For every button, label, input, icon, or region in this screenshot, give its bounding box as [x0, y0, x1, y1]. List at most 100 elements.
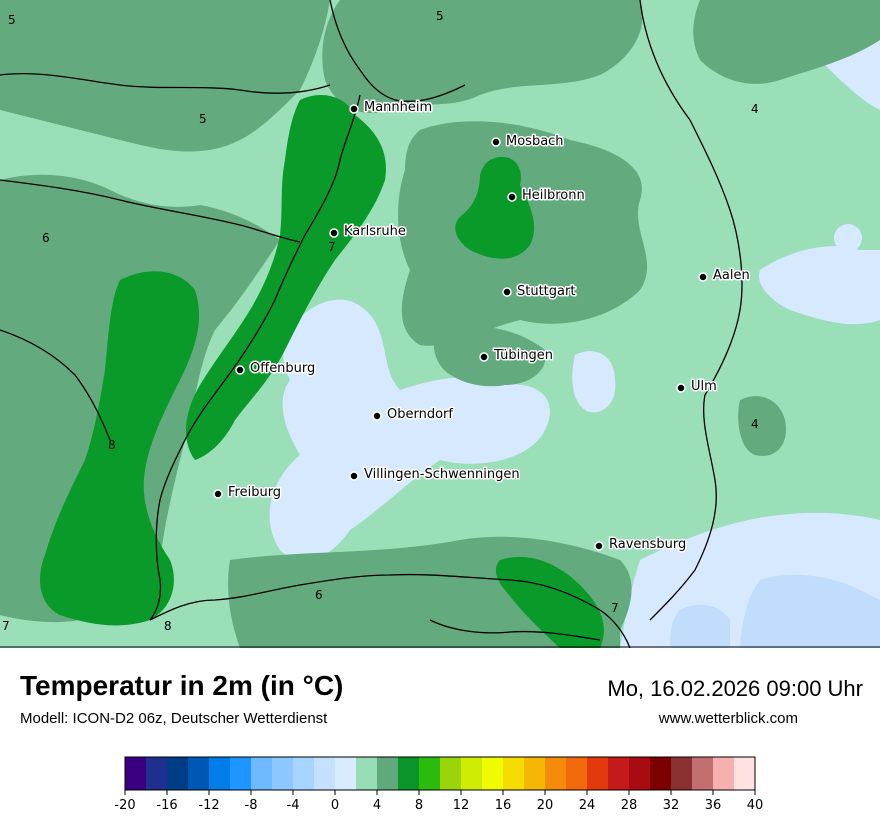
city-label: Oberndorf — [387, 407, 453, 422]
map-footer: Temperatur in 2m (in °C) Modell: ICON-D2… — [0, 648, 880, 830]
city-ravensburg[interactable]: Ravensburg — [594, 536, 688, 554]
legend-tick-label: -12 — [198, 798, 219, 813]
city-stuttgart[interactable]: Stuttgart — [502, 283, 577, 301]
city-label: Freiburg — [228, 485, 281, 500]
border-switzerland — [149, 573, 631, 648]
mild-region-north — [322, 0, 643, 114]
legend-tick-label: 8 — [415, 798, 423, 813]
isoline-label: 7 — [328, 240, 336, 254]
mild-region-east — [693, 0, 880, 84]
isoline-label: 4 — [751, 417, 759, 431]
city-marker — [502, 287, 512, 297]
city-marker — [213, 489, 223, 499]
legend-swatch — [167, 757, 189, 790]
city-mannheim[interactable]: Mannheim — [349, 99, 434, 117]
legend-swatch — [272, 757, 294, 790]
warm-region-bodensee — [495, 556, 604, 648]
city-marker — [349, 471, 359, 481]
cold-region-east — [759, 246, 880, 325]
isoline-label: 6 — [42, 231, 50, 245]
legend-tick-label: 0 — [331, 798, 339, 813]
color-legend-svg: -20 -16 -12 -8 -4 0 4 8 12 16 20 24 28 32 36 40 — [114, 756, 764, 813]
city-label: Villingen-Schwenningen — [364, 467, 520, 482]
legend-swatch — [377, 757, 399, 790]
isoline-labels: 5 5 4 5 6 7 8 4 6 7 7 8 — [2, 9, 759, 633]
legend-swatch — [692, 757, 714, 790]
city-marker — [349, 104, 359, 114]
border-palatinate — [0, 73, 331, 94]
isoline-label: 5 — [436, 9, 444, 23]
legend-swatch — [545, 757, 567, 790]
city-oberndorf[interactable]: Oberndorf — [372, 406, 455, 424]
legend-tick-label: 36 — [705, 798, 722, 813]
legend-swatch — [419, 757, 441, 790]
legend-swatch — [251, 757, 273, 790]
cold-spot — [834, 224, 862, 252]
border-rhine-france — [149, 94, 361, 621]
legend-tick-label: -16 — [156, 798, 177, 813]
city-marker — [594, 541, 604, 551]
legend-swatch — [125, 757, 147, 790]
legend-frame — [124, 756, 756, 791]
isoline-label: 7 — [2, 619, 10, 633]
legend-tick-label: 28 — [621, 798, 638, 813]
legend-swatch — [482, 757, 504, 790]
legend-tick-label: -20 — [114, 798, 135, 813]
city-mosbach[interactable]: Mosbach — [491, 133, 565, 151]
color-legend: -20 -16 -12 -8 -4 0 4 8 12 16 20 24 28 32 36 40 — [110, 752, 770, 822]
mild-region-northwest — [0, 0, 330, 152]
legend-tick-label: 20 — [537, 798, 554, 813]
isoline-label: 5 — [8, 13, 16, 27]
isoline-label: 8 — [108, 438, 116, 452]
city-label: Ravensburg — [609, 537, 686, 552]
city-marker — [372, 411, 382, 421]
city-villingen-schwenningen[interactable]: Villingen-Schwenningen — [349, 466, 521, 484]
city-label: Mannheim — [364, 100, 432, 115]
legend-swatch — [461, 757, 483, 790]
city-label: Heilbronn — [522, 188, 585, 203]
legend-swatch — [587, 757, 609, 790]
borders — [0, 0, 743, 648]
city-ulm[interactable]: Ulm — [676, 378, 718, 396]
legend-swatch — [440, 757, 462, 790]
city-freiburg[interactable]: Freiburg — [213, 484, 283, 502]
legend-swatch — [398, 757, 420, 790]
city-label: Tübingen — [493, 348, 553, 363]
border-hesse — [329, 0, 466, 102]
warm-region-rhine-south — [40, 271, 200, 626]
legend-tick-label: -8 — [245, 798, 258, 813]
website-link[interactable]: www.wetterblick.com — [658, 710, 798, 727]
legend-swatch — [650, 757, 672, 790]
mild-region-tuebingen — [434, 326, 546, 387]
warm-region-heilbronn — [455, 156, 535, 259]
city-label: Aalen — [713, 268, 750, 283]
city-heilbronn[interactable]: Heilbronn — [507, 187, 586, 205]
border-lorraine — [0, 329, 111, 441]
mild-region-ulm — [738, 396, 786, 456]
legend-swatch — [230, 757, 252, 790]
legend-swatch — [146, 757, 168, 790]
cold-spot — [296, 336, 324, 364]
legend-swatch — [209, 757, 231, 790]
city-marker — [507, 192, 517, 202]
legend-swatch — [608, 757, 630, 790]
city-offenburg[interactable]: Offenburg — [235, 360, 317, 378]
model-info: Modell: ICON-D2 06z, Deutscher Wetterdie… — [20, 710, 328, 727]
isoline-label: 5 — [199, 112, 207, 126]
cold-region-center — [572, 351, 616, 413]
isoline-label: 8 — [164, 619, 172, 633]
city-marker — [235, 365, 245, 375]
very-cold-region-alps — [740, 574, 880, 648]
city-aalen[interactable]: Aalen — [698, 267, 751, 285]
city-label: Ulm — [691, 379, 717, 394]
city-marker — [676, 383, 686, 393]
legend-tick-label: 12 — [453, 798, 470, 813]
legend-swatch — [629, 757, 651, 790]
legend-swatch — [566, 757, 588, 790]
legend-swatch — [503, 757, 525, 790]
legend-tick-label: 40 — [747, 798, 764, 813]
city-karlsruhe[interactable]: Karlsruhe — [329, 223, 407, 241]
city-tuebingen[interactable]: Tübingen — [479, 347, 555, 365]
isoline-label: 6 — [315, 588, 323, 602]
legend-tick-label: 32 — [663, 798, 680, 813]
